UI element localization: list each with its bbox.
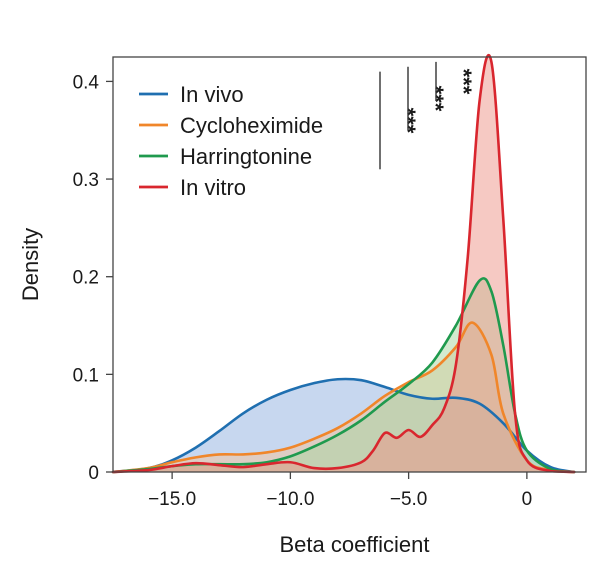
y-tick-label: 0.2: [73, 268, 99, 289]
legend: In vivo Cycloheximide Harringtonine In vitr…: [139, 82, 323, 200]
legend-label: Cycloheximide: [180, 113, 323, 138]
legend-item-harringtonine: Harringtonine: [139, 144, 312, 169]
x-tick-label: −15.0: [148, 489, 196, 510]
line-in-vitro: [111, 53, 576, 474]
legend-label: In vitro: [180, 175, 246, 200]
y-tick-label: 0.4: [73, 72, 100, 93]
legend-item-in-vitro: In vitro: [139, 175, 246, 200]
y-tick-label: 0.3: [73, 170, 99, 191]
legend-label: In vivo: [180, 82, 244, 107]
y-tick-label: 0.1: [73, 365, 99, 386]
x-axis-title: Beta coefficient: [279, 532, 429, 557]
density-lines: [111, 53, 576, 474]
plot-frame: [112, 56, 587, 473]
y-axis-title: Density: [18, 228, 43, 301]
legend-label: Harringtonine: [180, 144, 312, 169]
significance-brackets: *********: [379, 61, 476, 170]
line-in-vivo: [111, 377, 576, 474]
legend-item-in-vivo: In vivo: [139, 82, 244, 107]
y-tick-label: 0: [88, 463, 99, 484]
significance-in-vitro: ***: [435, 61, 476, 101]
x-tick-label: −10.0: [266, 489, 314, 510]
line-cycloheximide: [111, 321, 576, 474]
x-axis: −15.0 −10.0 −5.0 0: [148, 472, 532, 510]
x-tick-label: −5.0: [390, 489, 428, 510]
significance-label: ***: [451, 69, 476, 95]
legend-item-cycloheximide: Cycloheximide: [139, 113, 323, 138]
area-in-vitro: [113, 55, 575, 473]
significance-cycloheximide: ***: [379, 71, 420, 170]
x-tick-label: 0: [522, 489, 533, 510]
y-axis: 0 0.1 0.2 0.3 0.4: [73, 72, 113, 484]
